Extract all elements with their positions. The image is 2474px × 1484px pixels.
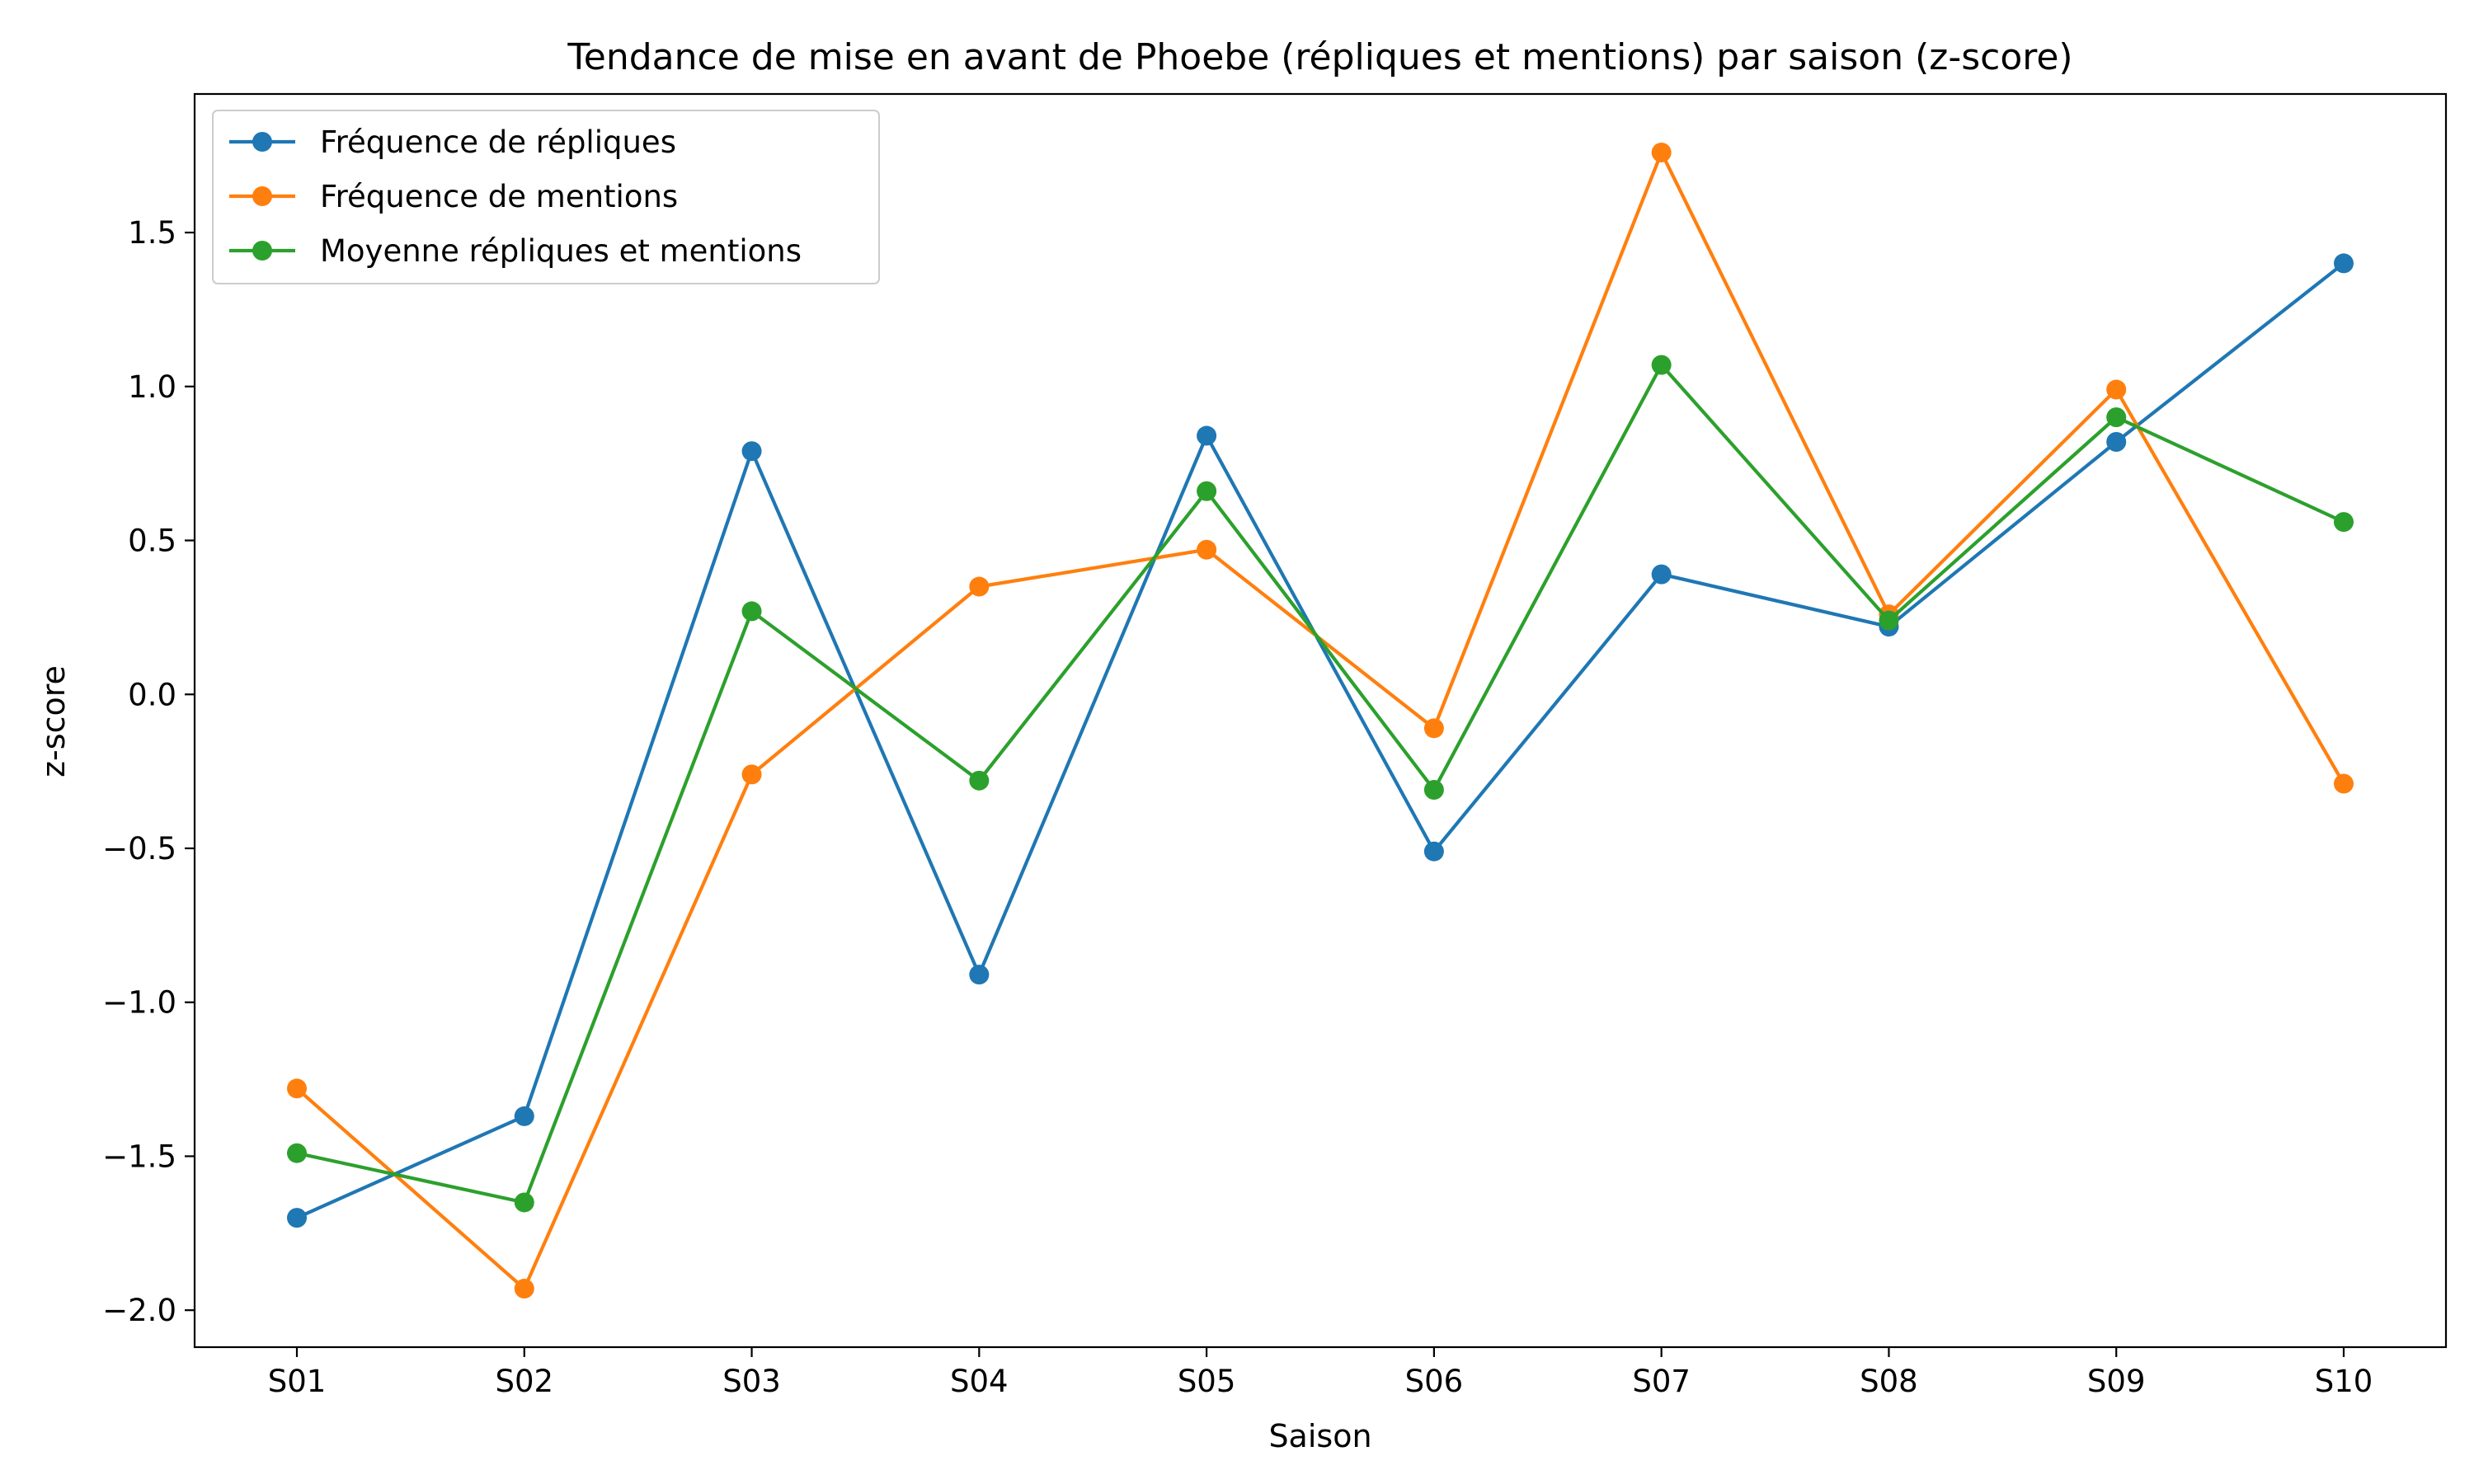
x-tick-label: S06 bbox=[1405, 1364, 1464, 1399]
y-axis-label: z-score bbox=[35, 665, 72, 777]
data-point bbox=[1651, 142, 1672, 162]
y-tick-label: 1.5 bbox=[128, 215, 176, 251]
y-tick-label: 1.0 bbox=[128, 369, 176, 405]
series-group bbox=[287, 142, 2354, 1299]
data-point bbox=[1651, 355, 1672, 375]
legend-swatch-marker bbox=[252, 132, 272, 152]
data-point bbox=[741, 441, 762, 462]
data-point bbox=[2106, 407, 2127, 428]
x-tick-label: S01 bbox=[268, 1364, 327, 1399]
data-point bbox=[2106, 379, 2127, 400]
x-tick-label: S02 bbox=[495, 1364, 553, 1399]
series-group bbox=[287, 253, 2354, 1228]
series-line bbox=[296, 363, 2345, 1205]
x-tick-label: S07 bbox=[1632, 1364, 1691, 1399]
data-point bbox=[969, 770, 990, 791]
x-tick-label: S04 bbox=[950, 1364, 1009, 1399]
y-tick-label: 0.0 bbox=[128, 677, 176, 712]
data-point bbox=[514, 1192, 534, 1213]
data-point bbox=[514, 1279, 534, 1299]
data-point bbox=[1423, 718, 1444, 739]
data-point bbox=[287, 1078, 307, 1099]
legend-label: Moyenne répliques et mentions bbox=[320, 233, 802, 269]
legend-box bbox=[212, 110, 880, 284]
data-point bbox=[1197, 539, 1217, 560]
x-axis-label: Saison bbox=[1268, 1418, 1371, 1454]
x-tick-label: S10 bbox=[2315, 1364, 2373, 1399]
data-point bbox=[969, 576, 990, 597]
axes-frame bbox=[193, 92, 2448, 1349]
data-point bbox=[1197, 481, 1217, 501]
x-tick-label: S09 bbox=[2087, 1364, 2146, 1399]
y-tick-label: −0.5 bbox=[102, 831, 176, 866]
y-tick-label: 0.5 bbox=[128, 524, 176, 559]
chart-title: Tendance de mise en avant de Phoebe (rép… bbox=[567, 36, 2072, 78]
y-tick-label: −2.0 bbox=[102, 1293, 176, 1328]
legend-swatch-marker bbox=[252, 186, 272, 206]
data-point bbox=[2334, 253, 2354, 274]
legend-label: Fréquence de répliques bbox=[320, 124, 676, 160]
data-point bbox=[969, 965, 990, 985]
x-tick-label: S03 bbox=[722, 1364, 781, 1399]
plot-area: S01 S02 S03 S04 S05 S06 S07 S08 S09 S10 −2.0 −1.5 −1… bbox=[102, 92, 2448, 1399]
legend-swatch-marker bbox=[252, 241, 272, 261]
data-point bbox=[287, 1143, 307, 1163]
data-point bbox=[1423, 841, 1444, 862]
data-point bbox=[2334, 512, 2354, 533]
data-point bbox=[741, 764, 762, 785]
data-point bbox=[1879, 610, 1899, 631]
data-point bbox=[287, 1208, 307, 1228]
data-point bbox=[514, 1106, 534, 1126]
data-point bbox=[2106, 432, 2127, 453]
series-line bbox=[296, 261, 2345, 1220]
y-tick-label: −1.0 bbox=[102, 985, 176, 1021]
x-tick-label: S05 bbox=[1178, 1364, 1236, 1399]
series-line bbox=[295, 150, 2345, 1291]
data-point bbox=[1423, 780, 1444, 801]
data-point bbox=[1651, 564, 1672, 585]
legend: Fréquence de répliques Fréquence de menti… bbox=[212, 110, 880, 284]
series-group bbox=[287, 355, 2354, 1213]
x-tick-label: S08 bbox=[1860, 1364, 1918, 1399]
legend-label: Fréquence de mentions bbox=[320, 179, 678, 214]
y-tick-label: −1.5 bbox=[102, 1139, 176, 1174]
data-point bbox=[2334, 773, 2354, 794]
data-point bbox=[741, 601, 762, 622]
data-point bbox=[1197, 425, 1217, 446]
